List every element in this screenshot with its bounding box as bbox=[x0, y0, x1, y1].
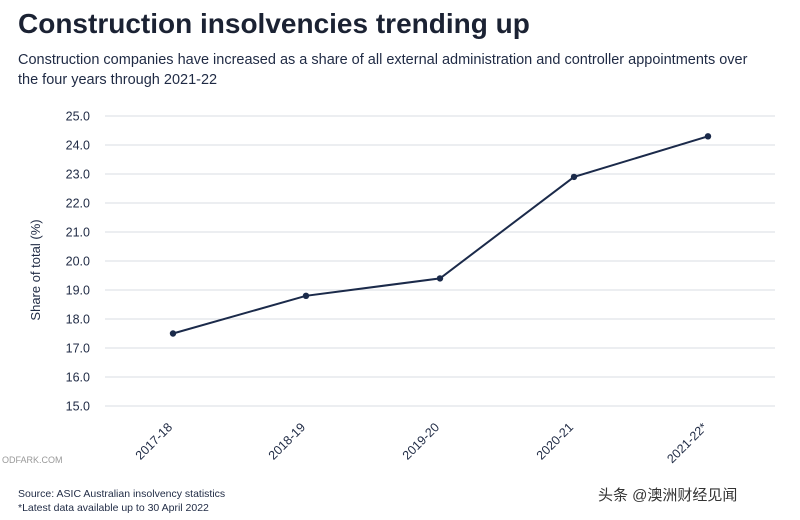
data-point bbox=[169, 330, 177, 337]
gridlines bbox=[105, 115, 775, 407]
chart-subtitle: Construction companies have increased as… bbox=[18, 52, 748, 88]
data-point bbox=[302, 292, 310, 299]
series-line bbox=[169, 133, 712, 337]
x-axis-ticks: 2017-18 2018-19 2019-20 2020-21 2021-22* bbox=[133, 420, 710, 466]
y-tick-label: 23.0 bbox=[66, 168, 90, 182]
y-tick-label: 22.0 bbox=[66, 197, 90, 211]
side-watermark: ODFARK.COM bbox=[2, 455, 63, 465]
y-tick-label: 24.0 bbox=[66, 139, 90, 153]
x-tick-label: 2018-19 bbox=[266, 420, 308, 462]
y-tick-label: 15.0 bbox=[66, 400, 90, 414]
series-path bbox=[172, 135, 709, 335]
data-point bbox=[570, 173, 578, 181]
y-tick-label: 19.0 bbox=[66, 284, 90, 298]
chart-title: Construction insolvencies trending up bbox=[18, 8, 530, 39]
y-tick-label: 21.0 bbox=[66, 226, 90, 240]
data-point bbox=[436, 275, 444, 282]
y-tick-label: 20.0 bbox=[66, 255, 90, 269]
x-tick-label: 2017-18 bbox=[133, 420, 175, 462]
data-point bbox=[704, 133, 712, 140]
y-axis-ticks: 15.0 16.0 17.0 18.0 19.0 20.0 21.0 22.0 23.0 24.0… bbox=[66, 110, 90, 414]
x-tick-label: 2019-20 bbox=[400, 420, 442, 462]
x-tick-label: 2021-22* bbox=[664, 420, 710, 466]
y-tick-label: 16.0 bbox=[66, 371, 90, 385]
y-tick-label: 17.0 bbox=[66, 342, 90, 356]
x-tick-label: 2020-21 bbox=[534, 420, 576, 462]
chart-footer: Source: ASIC Australian insolvency stati… bbox=[18, 487, 225, 515]
y-tick-label: 18.0 bbox=[66, 313, 90, 327]
watermark-text: 头条 @澳洲财经见闻 bbox=[598, 487, 738, 504]
y-axis-label: Share of total (%) bbox=[28, 219, 43, 320]
data-note: *Latest data available up to 30 April 20… bbox=[18, 502, 209, 514]
y-tick-label: 25.0 bbox=[66, 110, 90, 124]
source-note: Source: ASIC Australian insolvency stati… bbox=[18, 488, 226, 500]
